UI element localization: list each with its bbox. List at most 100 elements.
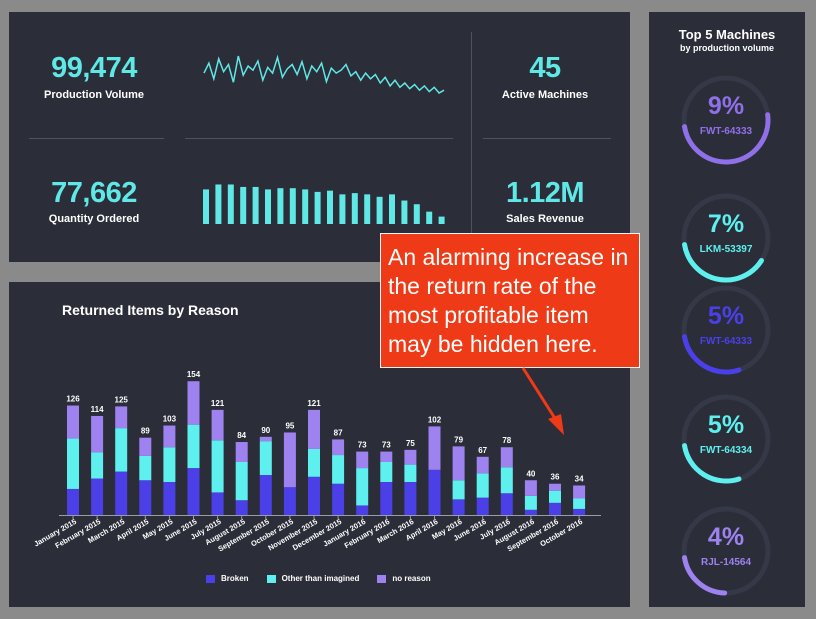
mini-bar [401,200,408,224]
bar-segment [356,468,369,506]
bar-segment [235,500,248,515]
gauge-machine-name: LKM-53397 [699,244,753,255]
legend-swatch-broken [206,574,215,583]
mini-bar [215,184,222,224]
bar-segment [549,483,561,491]
gauge-arc [682,555,728,596]
machines-subtitle: by production volume [679,43,774,53]
bar-segment [452,499,465,515]
bar-segment [187,381,200,425]
kpi-divider-vertical [471,32,472,242]
machine-gauge: 9% FWT-64333 [676,74,784,182]
machine-gauge: 5% FWT-64334 [676,393,784,501]
bar-total-label: 67 [478,446,487,455]
legend-label-broken: Broken [221,574,249,583]
bar-segment [235,442,248,463]
bar-segment [139,480,152,515]
bar-segment [308,476,320,515]
legend-label-no-reason: no reason [392,574,431,583]
gauge-arc [682,242,764,283]
machines-title: Top 5 Machines [678,27,776,42]
machine-gauge: 7% LKM-53397 [676,192,784,300]
bar-segment [332,483,345,515]
gauge-arc [682,112,771,165]
mini-bar [289,188,296,224]
quantity-ordered-label: Quantity Ordered [48,213,140,225]
bar-segment [500,467,513,494]
mini-bar [413,204,420,224]
mini-bar [314,191,321,224]
bar-total-label: 121 [211,399,225,408]
bar-segment [283,487,296,515]
chart-legend: Broken Other than imagined no reason [206,574,431,583]
bar-total-label: 36 [551,473,560,482]
bar-total-label: 125 [115,395,129,404]
bar-segment [573,485,586,499]
bar-total-label: 78 [502,436,511,445]
bar-total-label: 87 [334,428,343,437]
bar-segment [115,406,128,429]
bar-total-label: 90 [261,426,270,435]
bar-total-label: 121 [307,399,321,408]
bar-total-label: 95 [285,421,294,430]
bar-segment [404,449,417,465]
machine-gauge: 4% RJL-14564 [676,505,784,613]
bar-segment [67,438,79,489]
bar-total-label: 102 [428,415,442,424]
bar-segment [211,492,224,515]
legend-item-broken: Broken [206,574,249,583]
production-sparkline [203,54,445,94]
active-machines-value: 45 [529,52,561,84]
bar-segment [163,481,176,515]
mini-bar [376,196,383,224]
bar-segment [259,441,272,476]
gauge-percent: 9% [707,92,745,120]
gauge-machine-name: RJL-14564 [700,557,752,568]
bar-segment [380,462,393,482]
bar-segment [308,409,320,449]
bar-segment [163,425,176,448]
kpi-panel: 99,474 Production Volume 45 Active Machi… [9,12,630,262]
bar-total-label: 73 [358,441,367,450]
bar-segment [91,478,104,515]
mini-bar [351,193,358,224]
bar-segment [139,455,152,481]
active-machines-label: Active Machines [501,89,589,101]
bar-segment [67,488,79,515]
production-volume-label: Production Volume [43,89,145,101]
bar-segment [91,415,104,453]
bar-segment [549,502,561,515]
bar-total-label: 114 [91,405,104,414]
bar-total-label: 84 [237,431,246,440]
bar-segment [452,446,465,481]
bar-total-label: 34 [575,474,584,483]
mini-bar [240,186,247,224]
bar-segment [187,424,200,469]
gauge-machine-name: FWT-64334 [699,445,753,456]
kpi-divider-2 [185,138,453,139]
legend-label-other: Other than imagined [281,574,360,583]
mini-bar [438,216,445,224]
gauge-percent: 5% [707,302,745,330]
bar-total-label: 73 [382,441,391,450]
chart-title: Returned Items by Reason [62,302,239,318]
production-volume-value: 99,474 [51,52,137,84]
gauge-ring [681,285,771,375]
bar-segment [380,481,393,515]
bar-segment [356,505,369,515]
quantity-ordered-value: 77,662 [51,177,137,209]
bar-segment [332,439,345,456]
gauge-ring [681,506,771,596]
bar-segment [187,468,200,515]
gauge-machine-name: FWT-64333 [699,336,753,347]
mini-bar [364,194,371,224]
mini-bar [302,189,309,224]
bar-total-label: 89 [141,427,150,436]
gauge-percent: 7% [707,210,745,238]
gauge-ring [681,193,771,283]
bar-segment [91,452,104,479]
bar-segment [163,447,176,482]
mini-bar [389,194,395,224]
bar-segment [67,405,79,439]
